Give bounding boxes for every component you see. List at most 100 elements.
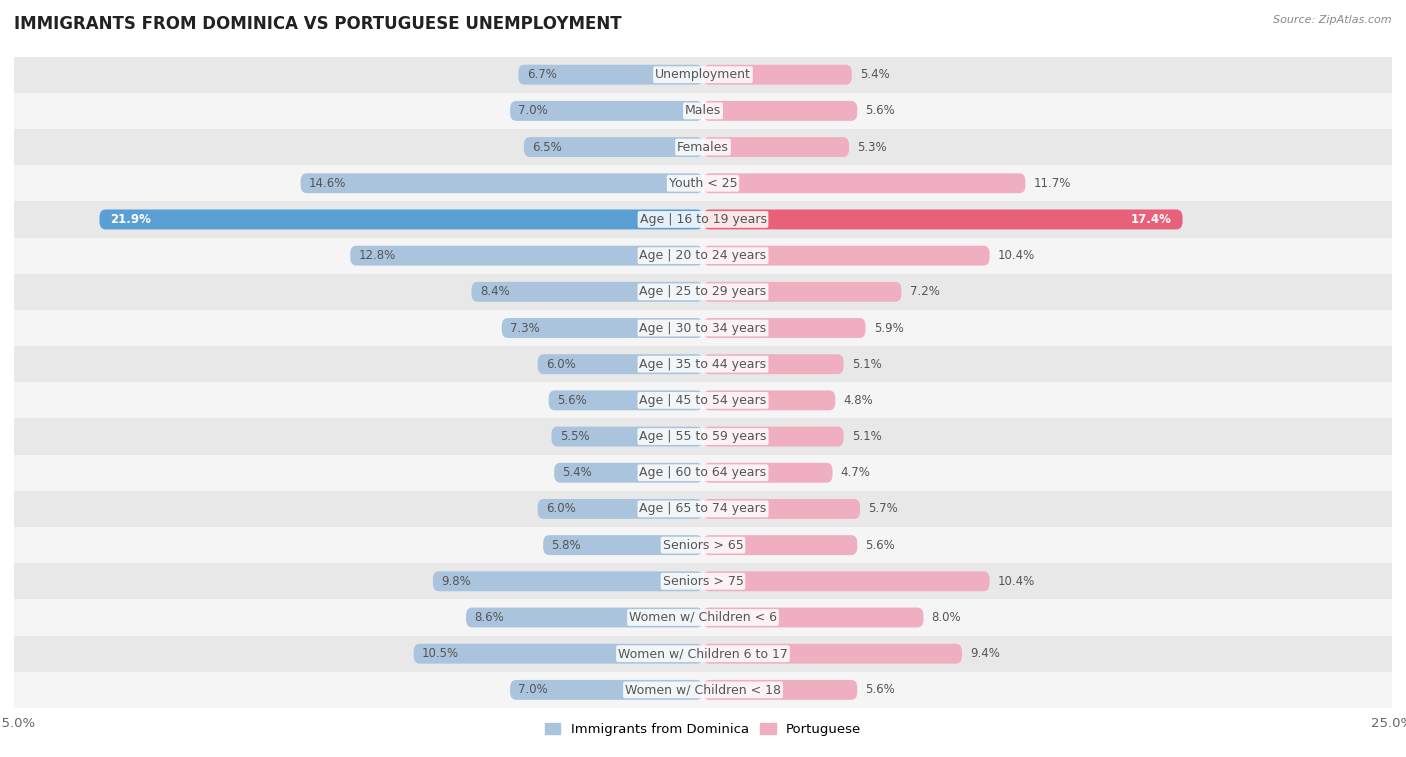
- FancyBboxPatch shape: [703, 173, 1025, 193]
- Text: 5.9%: 5.9%: [875, 322, 904, 335]
- Text: 5.6%: 5.6%: [866, 684, 896, 696]
- Bar: [14, 455, 1392, 491]
- FancyBboxPatch shape: [519, 65, 703, 85]
- FancyBboxPatch shape: [350, 246, 703, 266]
- FancyBboxPatch shape: [703, 65, 852, 85]
- Text: 11.7%: 11.7%: [1033, 177, 1071, 190]
- FancyBboxPatch shape: [433, 572, 703, 591]
- FancyBboxPatch shape: [554, 463, 703, 483]
- Text: 10.5%: 10.5%: [422, 647, 458, 660]
- Bar: [14, 346, 1392, 382]
- FancyBboxPatch shape: [703, 354, 844, 374]
- Bar: [14, 238, 1392, 274]
- FancyBboxPatch shape: [703, 391, 835, 410]
- FancyBboxPatch shape: [703, 463, 832, 483]
- Text: 5.3%: 5.3%: [858, 141, 887, 154]
- Bar: [14, 165, 1392, 201]
- Bar: [14, 563, 1392, 600]
- Text: Women w/ Children 6 to 17: Women w/ Children 6 to 17: [619, 647, 787, 660]
- FancyBboxPatch shape: [537, 354, 703, 374]
- Text: Age | 20 to 24 years: Age | 20 to 24 years: [640, 249, 766, 262]
- Text: 5.1%: 5.1%: [852, 430, 882, 443]
- Text: Age | 65 to 74 years: Age | 65 to 74 years: [640, 503, 766, 516]
- FancyBboxPatch shape: [510, 101, 703, 121]
- Bar: [14, 129, 1392, 165]
- Text: 8.4%: 8.4%: [479, 285, 509, 298]
- FancyBboxPatch shape: [703, 680, 858, 699]
- FancyBboxPatch shape: [537, 499, 703, 519]
- Text: 4.8%: 4.8%: [844, 394, 873, 407]
- FancyBboxPatch shape: [703, 643, 962, 664]
- FancyBboxPatch shape: [703, 137, 849, 157]
- Text: 21.9%: 21.9%: [111, 213, 152, 226]
- FancyBboxPatch shape: [543, 535, 703, 555]
- FancyBboxPatch shape: [703, 282, 901, 302]
- Text: 5.6%: 5.6%: [557, 394, 586, 407]
- Bar: [14, 419, 1392, 455]
- Text: Age | 16 to 19 years: Age | 16 to 19 years: [640, 213, 766, 226]
- Bar: [14, 671, 1392, 708]
- Text: Age | 60 to 64 years: Age | 60 to 64 years: [640, 466, 766, 479]
- Text: 5.1%: 5.1%: [852, 358, 882, 371]
- Text: 17.4%: 17.4%: [1130, 213, 1171, 226]
- Text: Unemployment: Unemployment: [655, 68, 751, 81]
- Bar: [14, 636, 1392, 671]
- FancyBboxPatch shape: [703, 210, 1182, 229]
- Text: 10.4%: 10.4%: [998, 575, 1035, 587]
- FancyBboxPatch shape: [502, 318, 703, 338]
- FancyBboxPatch shape: [703, 499, 860, 519]
- Text: 7.0%: 7.0%: [519, 104, 548, 117]
- Text: 8.6%: 8.6%: [474, 611, 503, 624]
- Text: Seniors > 75: Seniors > 75: [662, 575, 744, 587]
- Text: Males: Males: [685, 104, 721, 117]
- FancyBboxPatch shape: [471, 282, 703, 302]
- Text: IMMIGRANTS FROM DOMINICA VS PORTUGUESE UNEMPLOYMENT: IMMIGRANTS FROM DOMINICA VS PORTUGUESE U…: [14, 15, 621, 33]
- Text: Age | 55 to 59 years: Age | 55 to 59 years: [640, 430, 766, 443]
- Text: Age | 35 to 44 years: Age | 35 to 44 years: [640, 358, 766, 371]
- Text: 5.5%: 5.5%: [560, 430, 589, 443]
- Text: 9.8%: 9.8%: [441, 575, 471, 587]
- Text: 4.7%: 4.7%: [841, 466, 870, 479]
- FancyBboxPatch shape: [524, 137, 703, 157]
- Bar: [14, 201, 1392, 238]
- Text: Age | 25 to 29 years: Age | 25 to 29 years: [640, 285, 766, 298]
- Text: 6.0%: 6.0%: [546, 358, 575, 371]
- FancyBboxPatch shape: [510, 680, 703, 699]
- FancyBboxPatch shape: [703, 535, 858, 555]
- Text: 8.0%: 8.0%: [932, 611, 962, 624]
- Text: 6.7%: 6.7%: [527, 68, 557, 81]
- FancyBboxPatch shape: [548, 391, 703, 410]
- Text: 10.4%: 10.4%: [998, 249, 1035, 262]
- Text: 5.6%: 5.6%: [866, 539, 896, 552]
- FancyBboxPatch shape: [703, 427, 844, 447]
- Text: Females: Females: [678, 141, 728, 154]
- Bar: [14, 93, 1392, 129]
- Text: Age | 45 to 54 years: Age | 45 to 54 years: [640, 394, 766, 407]
- Text: Source: ZipAtlas.com: Source: ZipAtlas.com: [1274, 15, 1392, 25]
- FancyBboxPatch shape: [413, 643, 703, 664]
- FancyBboxPatch shape: [703, 318, 866, 338]
- FancyBboxPatch shape: [301, 173, 703, 193]
- Bar: [14, 57, 1392, 93]
- Text: 7.0%: 7.0%: [519, 684, 548, 696]
- Text: Youth < 25: Youth < 25: [669, 177, 737, 190]
- FancyBboxPatch shape: [703, 101, 858, 121]
- FancyBboxPatch shape: [703, 572, 990, 591]
- FancyBboxPatch shape: [551, 427, 703, 447]
- Text: 9.4%: 9.4%: [970, 647, 1000, 660]
- Text: Women w/ Children < 18: Women w/ Children < 18: [626, 684, 780, 696]
- Bar: [14, 310, 1392, 346]
- Text: 5.4%: 5.4%: [860, 68, 890, 81]
- Text: 5.6%: 5.6%: [866, 104, 896, 117]
- Text: 5.4%: 5.4%: [562, 466, 592, 479]
- Bar: [14, 527, 1392, 563]
- FancyBboxPatch shape: [100, 210, 703, 229]
- FancyBboxPatch shape: [703, 246, 990, 266]
- Bar: [14, 600, 1392, 636]
- Text: 6.5%: 6.5%: [531, 141, 562, 154]
- Text: 14.6%: 14.6%: [309, 177, 346, 190]
- Bar: [14, 382, 1392, 419]
- FancyBboxPatch shape: [703, 608, 924, 628]
- Bar: [14, 491, 1392, 527]
- Legend: Immigrants from Dominica, Portuguese: Immigrants from Dominica, Portuguese: [540, 718, 866, 741]
